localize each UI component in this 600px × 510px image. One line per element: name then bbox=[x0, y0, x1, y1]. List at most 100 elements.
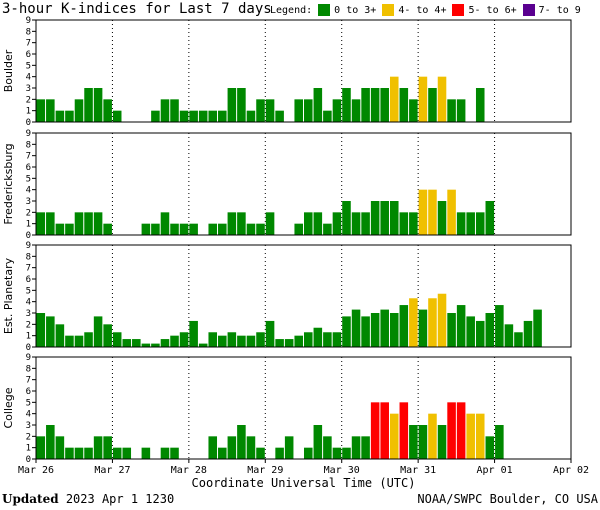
k-index-bar bbox=[122, 447, 132, 459]
k-index-bar bbox=[93, 212, 103, 235]
y-tick-label: 4 bbox=[26, 186, 31, 196]
k-index-bar bbox=[246, 223, 256, 235]
k-index-bar bbox=[533, 309, 542, 347]
k-index-bar bbox=[55, 324, 65, 347]
y-tick-label: 2 bbox=[26, 95, 31, 105]
k-index-bar bbox=[323, 110, 332, 122]
k-index-bar bbox=[495, 305, 504, 347]
k-index-bar bbox=[351, 309, 361, 347]
x-tick-label: Mar 29 bbox=[247, 465, 283, 476]
k-index-bar bbox=[399, 212, 409, 235]
y-tick-label: 5 bbox=[26, 398, 31, 408]
k-index-bar bbox=[256, 223, 265, 235]
k-index-bar bbox=[304, 99, 313, 122]
k-index-bar bbox=[275, 110, 284, 122]
k-index-bar bbox=[74, 99, 84, 122]
k-index-bar bbox=[237, 88, 246, 122]
panel-frame bbox=[35, 356, 572, 460]
y-tick-label: 6 bbox=[26, 387, 31, 397]
k-index-bar bbox=[475, 212, 485, 235]
legend-item-label: 4- to 4+ bbox=[398, 4, 447, 16]
k-index-bar bbox=[93, 436, 103, 459]
k-index-bar bbox=[237, 212, 246, 235]
k-index-bar bbox=[409, 99, 418, 122]
k-index-bar bbox=[170, 447, 179, 459]
y-tick-label: 7 bbox=[26, 152, 31, 162]
k-index-bar bbox=[84, 332, 93, 347]
k-index-bar bbox=[428, 298, 437, 347]
k-index-bar bbox=[313, 425, 323, 459]
k-index-bar bbox=[218, 447, 227, 459]
k-index-bar bbox=[361, 212, 370, 235]
k-index-bar bbox=[36, 212, 46, 235]
k-index-bar bbox=[84, 212, 93, 235]
panel-frame bbox=[35, 132, 572, 236]
y-tick-label: 4 bbox=[26, 73, 31, 83]
k-index-bar bbox=[313, 212, 323, 235]
k-index-bar bbox=[409, 298, 418, 347]
legend-swatch bbox=[522, 4, 535, 16]
k-index-bar bbox=[304, 332, 313, 347]
k-index-bar bbox=[370, 88, 380, 122]
k-index-bar bbox=[74, 335, 84, 347]
legend-item-label: 7- to 9 bbox=[538, 4, 581, 16]
k-index-bar bbox=[294, 335, 303, 347]
y-tick-label: 2 bbox=[26, 320, 31, 330]
k-index-bar bbox=[160, 212, 170, 235]
k-index-bar bbox=[151, 223, 160, 235]
k-index-bar bbox=[437, 425, 447, 459]
k-index-bar bbox=[304, 447, 313, 459]
k-index-bar bbox=[84, 88, 93, 122]
k-index-bar bbox=[46, 316, 55, 347]
k-index-bar bbox=[351, 99, 361, 122]
y-tick-label: 9 bbox=[26, 353, 31, 363]
legend-item-purple: 7- to 9 bbox=[522, 4, 581, 16]
y-tick-label: 4 bbox=[26, 298, 31, 308]
k-index-bar bbox=[36, 313, 46, 347]
k-index-bar bbox=[227, 332, 237, 347]
y-tick-label: 1 bbox=[26, 107, 31, 117]
k-index-bar bbox=[332, 332, 342, 347]
y-tick-label: 8 bbox=[26, 364, 31, 374]
x-tick-label: Mar 28 bbox=[171, 465, 207, 476]
k-index-bar bbox=[313, 88, 323, 122]
x-tick-label: Apr 02 bbox=[553, 465, 589, 476]
legend-label: Legend: bbox=[270, 4, 313, 16]
k-index-bar bbox=[170, 335, 179, 347]
x-tick-label: Mar 30 bbox=[324, 465, 360, 476]
k-index-bar bbox=[514, 332, 523, 347]
k-index-bar bbox=[208, 332, 218, 347]
k-index-bar bbox=[399, 402, 409, 459]
k-index-bar bbox=[275, 339, 284, 347]
k-index-bar bbox=[103, 99, 112, 122]
k-index-bar bbox=[246, 436, 256, 459]
legend-item-label: 5- to 6+ bbox=[468, 4, 517, 16]
k-index-bar bbox=[332, 447, 342, 459]
k-index-bar bbox=[132, 339, 141, 347]
y-tick-label: 9 bbox=[26, 16, 31, 26]
k-index-bar bbox=[361, 88, 370, 122]
y-tick-label: 3 bbox=[26, 309, 31, 319]
y-tick-label: 8 bbox=[26, 27, 31, 37]
k-index-bar bbox=[265, 212, 275, 235]
k-index-bar bbox=[93, 88, 103, 122]
k-index-bar bbox=[466, 413, 475, 459]
source-credit: NOAA/SWPC Boulder, CO USA bbox=[417, 492, 598, 506]
k-index-bar bbox=[294, 223, 303, 235]
k-index-bar bbox=[351, 212, 361, 235]
k-index-bar bbox=[456, 212, 466, 235]
y-tick-label: 7 bbox=[26, 264, 31, 274]
k-index-bar bbox=[495, 425, 504, 459]
k-index-bar bbox=[74, 212, 84, 235]
k-index-bar bbox=[351, 436, 361, 459]
k-index-bar bbox=[418, 309, 428, 347]
y-tick-label: 4 bbox=[26, 410, 31, 420]
k-index-bar bbox=[456, 402, 466, 459]
k-index-bar bbox=[103, 324, 112, 347]
y-tick-label: 0 bbox=[26, 118, 31, 128]
legend-item-label: 0 to 3+ bbox=[334, 4, 377, 16]
k-index-bar bbox=[46, 99, 55, 122]
k-index-bar bbox=[55, 110, 65, 122]
y-tick-label: 9 bbox=[26, 241, 31, 251]
